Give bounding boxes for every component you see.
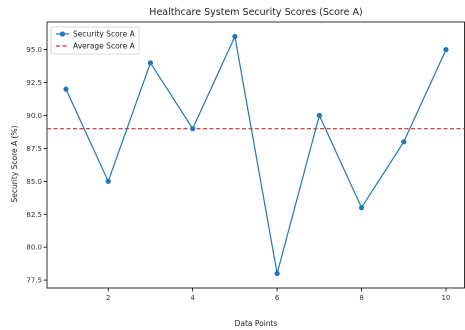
y-axis: 77.5 80.0 82.5 85.0 87.5 90.0 92.5 95.0: [26, 46, 47, 285]
x-tick-label: 6: [275, 294, 280, 302]
data-point: [63, 86, 69, 92]
x-tick-label: 10: [442, 294, 451, 302]
y-tick-label: 87.5: [26, 145, 42, 153]
data-point: [358, 205, 365, 211]
y-tick-label: 82.5: [26, 211, 42, 219]
data-point: [190, 126, 196, 132]
y-tick-label: 92.5: [26, 79, 42, 87]
chart-title: Healthcare System Security Scores (Score…: [149, 7, 362, 18]
y-tick-label: 85.0: [26, 178, 42, 186]
x-axis-title: Data Points: [235, 319, 278, 328]
y-tick-label: 90.0: [26, 112, 42, 120]
legend: Security Score A Average Score A: [50, 26, 140, 55]
x-tick-label: 4: [190, 294, 195, 302]
data-point: [105, 178, 111, 184]
x-tick-label: 8: [359, 294, 363, 302]
y-tick-label: 80.0: [26, 244, 42, 252]
y-tick-label: 95.0: [26, 46, 42, 54]
legend-box: [50, 26, 140, 55]
x-tick-label: 2: [106, 294, 110, 302]
data-point: [274, 270, 280, 277]
legend-series-marker: [59, 31, 66, 37]
data-point: [232, 33, 238, 40]
data-point: [401, 139, 407, 145]
legend-label-average: Average Score A: [73, 42, 136, 51]
y-tick-label: 77.5: [26, 277, 42, 285]
series-line-security-score-a: [65, 34, 447, 274]
data-point: [147, 60, 154, 66]
legend-label-series: Security Score A: [73, 30, 136, 39]
data-points: [63, 33, 449, 277]
data-point: [443, 47, 449, 53]
x-axis: 2 4 6 8 10: [106, 288, 450, 302]
data-point: [316, 112, 322, 119]
y-axis-title: Security Score A (%): [10, 125, 19, 202]
